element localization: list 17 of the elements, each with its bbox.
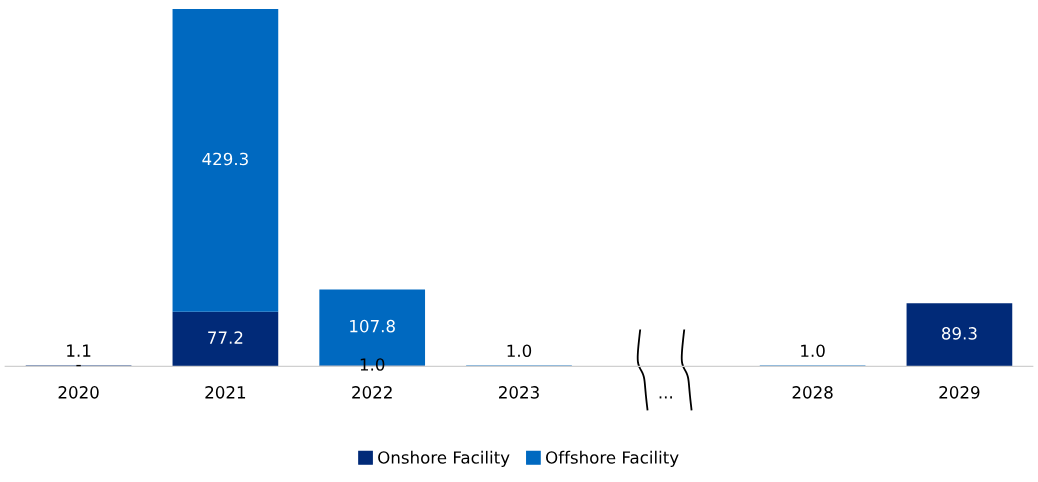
data-label: 77.2 bbox=[208, 331, 243, 344]
data-label: 107.8 bbox=[350, 319, 395, 333]
x-tick-label: 2028 bbox=[792, 386, 833, 399]
data-label: 89.3 bbox=[941, 327, 977, 340]
legend-label: Onshore Facility bbox=[378, 450, 510, 467]
data-label: - bbox=[76, 364, 81, 367]
x-tick-label: 2021 bbox=[205, 386, 246, 399]
x-tick-label: 2023 bbox=[499, 386, 539, 399]
x-tick-label: 2022 bbox=[352, 386, 392, 399]
data-label: 1.1 bbox=[67, 344, 91, 357]
data-label: 1.0 bbox=[801, 344, 825, 358]
data-label: 1.0 bbox=[507, 344, 532, 358]
x-tick-label: 2020 bbox=[58, 386, 99, 399]
legend-label: Offshore Facility bbox=[546, 450, 679, 467]
x-tick-label: ... bbox=[659, 396, 672, 399]
x-tick-label: 2029 bbox=[939, 386, 980, 399]
data-label: 429.3 bbox=[202, 152, 248, 166]
